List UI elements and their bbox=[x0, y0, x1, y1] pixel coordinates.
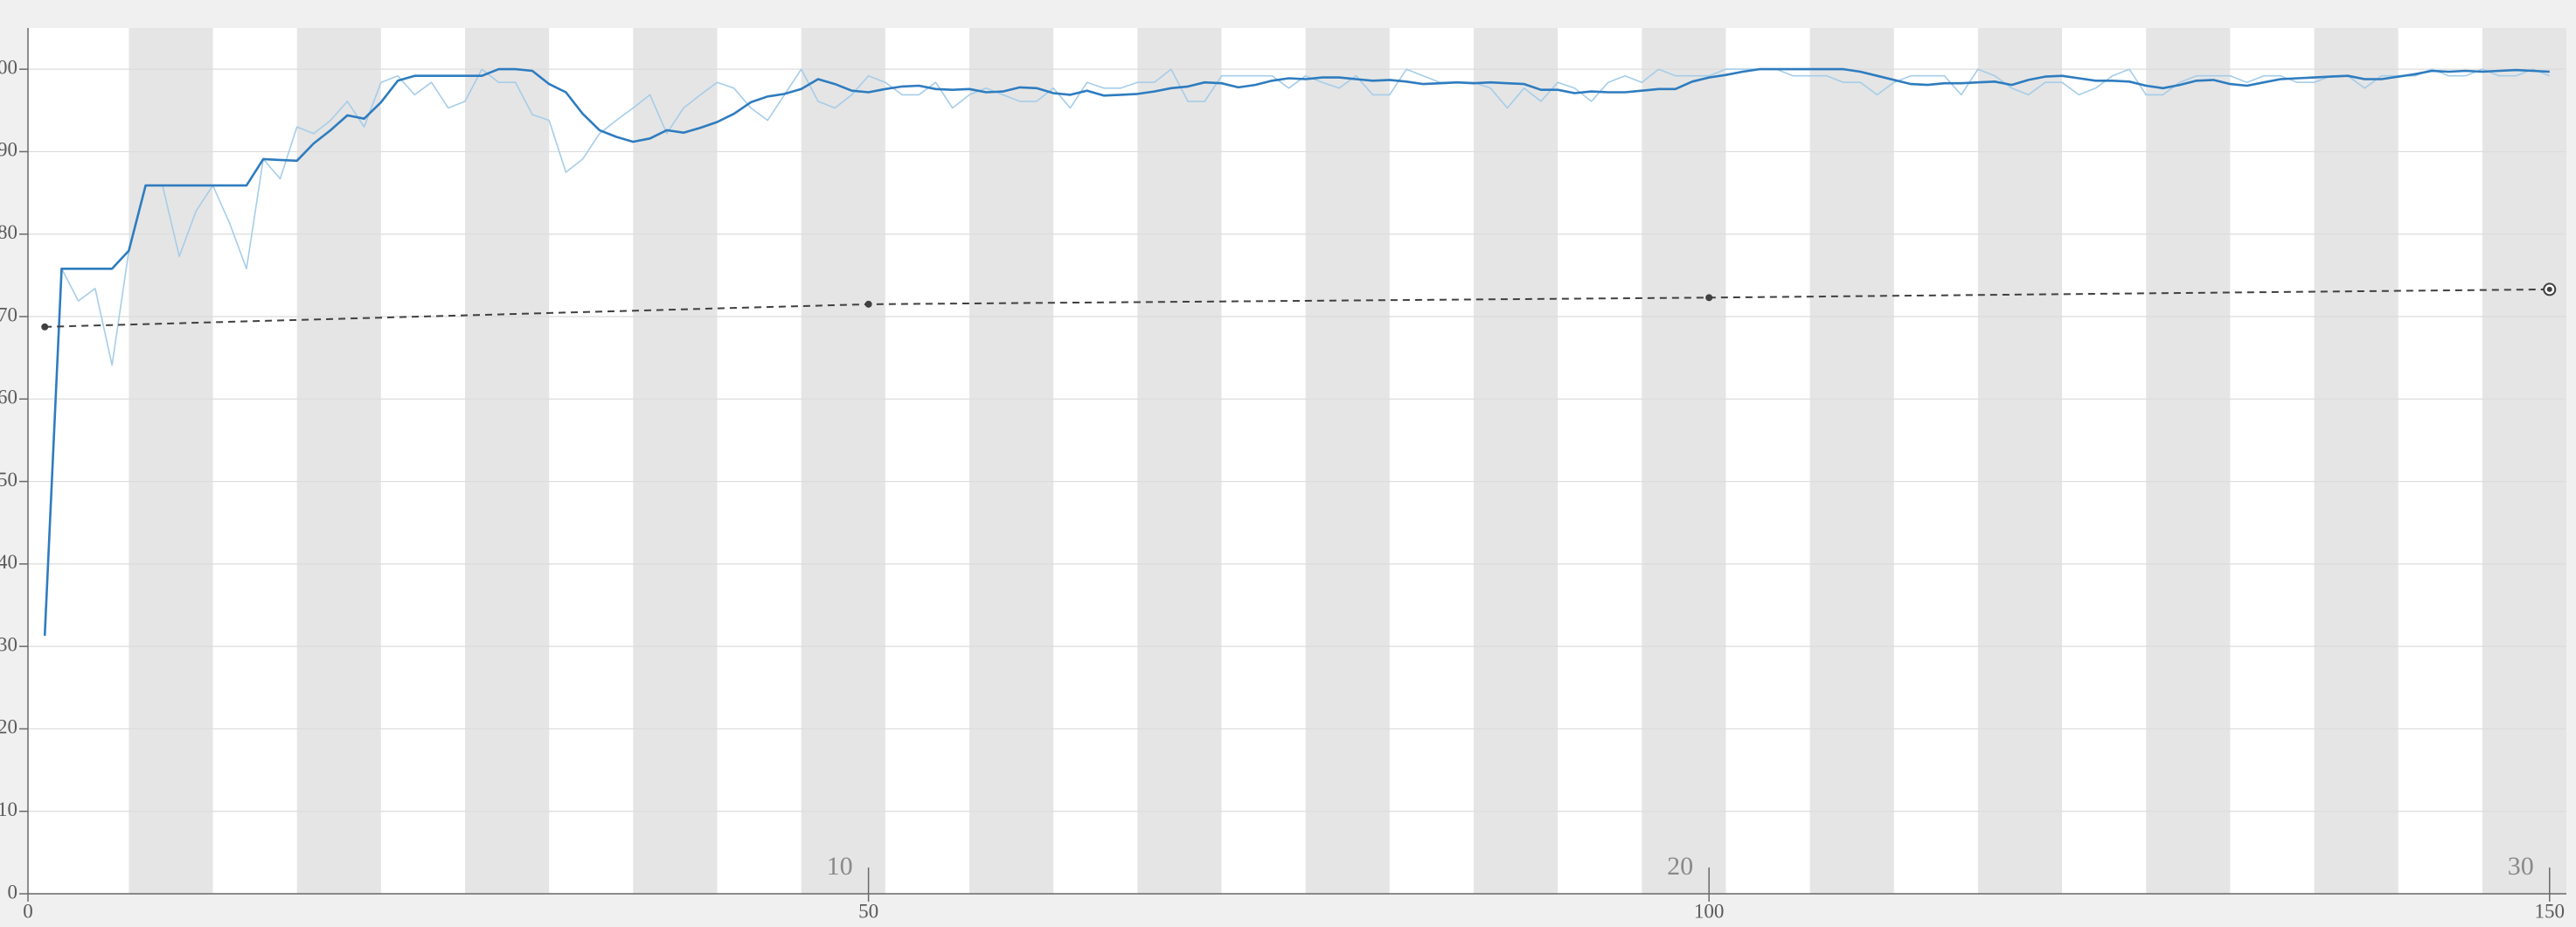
epoch-band bbox=[2314, 28, 2399, 894]
y-tick-label: 90 bbox=[0, 139, 17, 161]
epoch-tick-label: 20 bbox=[1667, 852, 1693, 881]
epoch-band bbox=[296, 28, 381, 894]
epoch-band bbox=[1473, 28, 1559, 894]
x-tick-label: 0 bbox=[23, 900, 33, 922]
epoch-band bbox=[1642, 28, 1726, 894]
y-tick-label: 60 bbox=[0, 387, 17, 408]
epoch-band bbox=[2482, 28, 2566, 894]
series-line bbox=[45, 288, 2550, 328]
x-tick-label: 50 bbox=[858, 900, 878, 922]
y-tick-label: 80 bbox=[0, 221, 17, 243]
x-tick-label: 150 bbox=[2535, 900, 2566, 922]
epoch-band bbox=[801, 28, 885, 894]
epoch-band bbox=[2146, 28, 2231, 894]
epoch-band bbox=[128, 28, 213, 894]
point-marker bbox=[864, 300, 872, 308]
epoch-band bbox=[1137, 28, 1222, 894]
y-tick-label: 10 bbox=[0, 798, 17, 820]
epoch-band bbox=[969, 28, 1054, 894]
epoch-band bbox=[1305, 28, 1390, 894]
y-tick-label: 20 bbox=[0, 716, 17, 738]
epoch-tick-label: 10 bbox=[827, 852, 853, 881]
epoch-band bbox=[1977, 28, 2063, 894]
epoch-band bbox=[465, 28, 550, 894]
final-marker-dot bbox=[2546, 286, 2552, 292]
epoch-band bbox=[633, 28, 718, 894]
y-tick-label: 50 bbox=[0, 469, 17, 491]
y-tick-label: 70 bbox=[0, 303, 17, 325]
point-marker bbox=[41, 323, 49, 331]
epoch-band bbox=[1809, 28, 1894, 894]
epoch-tick-label: 30 bbox=[2508, 852, 2534, 881]
series-line bbox=[44, 68, 2551, 636]
y-tick-label: 40 bbox=[0, 551, 17, 573]
y-tick-label: 0 bbox=[8, 881, 18, 903]
y-tick-label: 100 bbox=[0, 56, 17, 78]
point-marker bbox=[1705, 294, 1713, 302]
x-tick-label: 100 bbox=[1694, 900, 1725, 922]
plot-area bbox=[28, 28, 2566, 894]
y-tick-label: 30 bbox=[0, 633, 17, 655]
series-line bbox=[43, 67, 2550, 636]
